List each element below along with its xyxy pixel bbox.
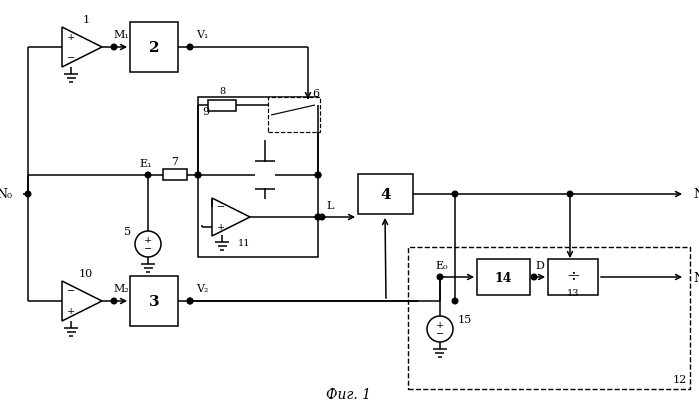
- Bar: [477, 259, 530, 295]
- Text: M₂: M₂: [113, 283, 129, 293]
- Circle shape: [195, 173, 201, 178]
- Circle shape: [452, 192, 458, 197]
- Bar: [163, 170, 187, 180]
- Text: 4: 4: [380, 188, 391, 202]
- Circle shape: [315, 215, 321, 220]
- Text: N₀: N₀: [0, 188, 12, 201]
- Bar: [358, 175, 413, 214]
- Text: +: +: [144, 236, 152, 245]
- Circle shape: [315, 215, 321, 220]
- Text: 5: 5: [124, 227, 131, 236]
- Text: E₀: E₀: [435, 261, 448, 270]
- Text: −: −: [217, 203, 225, 212]
- Text: −: −: [144, 245, 152, 254]
- Circle shape: [315, 173, 321, 178]
- Text: 13: 13: [567, 289, 579, 298]
- Text: 12: 12: [673, 374, 687, 384]
- Text: 10: 10: [79, 268, 93, 278]
- Text: 6: 6: [312, 89, 319, 99]
- Circle shape: [452, 299, 458, 304]
- Text: V₂: V₂: [196, 283, 208, 293]
- Text: 14: 14: [495, 271, 512, 284]
- Text: D: D: [535, 261, 545, 270]
- Circle shape: [187, 45, 193, 51]
- Bar: [130, 276, 178, 326]
- Text: 1: 1: [82, 15, 89, 25]
- Text: +: +: [67, 307, 75, 316]
- Text: ÷: ÷: [566, 267, 580, 284]
- Circle shape: [111, 45, 117, 51]
- Bar: [130, 23, 178, 73]
- Text: +: +: [67, 34, 75, 43]
- Bar: [268, 98, 320, 133]
- Circle shape: [567, 192, 572, 197]
- Text: E₁: E₁: [140, 159, 152, 169]
- Circle shape: [25, 192, 31, 197]
- Text: 11: 11: [238, 239, 250, 248]
- Text: N₁: N₁: [693, 188, 699, 201]
- Circle shape: [187, 299, 193, 304]
- Text: 9: 9: [203, 107, 210, 117]
- Circle shape: [135, 231, 161, 257]
- Text: N₂: N₂: [693, 271, 699, 284]
- Bar: [548, 259, 598, 295]
- Text: −: −: [67, 287, 75, 296]
- Text: 7: 7: [171, 157, 178, 166]
- Text: −: −: [436, 330, 444, 339]
- Polygon shape: [212, 198, 250, 236]
- Circle shape: [437, 274, 442, 280]
- Circle shape: [145, 173, 151, 178]
- Circle shape: [111, 299, 117, 304]
- Text: 2: 2: [149, 41, 159, 55]
- Text: 8: 8: [219, 87, 225, 96]
- Circle shape: [195, 173, 201, 178]
- Circle shape: [531, 274, 537, 280]
- Text: 3: 3: [149, 294, 159, 308]
- Text: M₁: M₁: [113, 30, 129, 40]
- Circle shape: [427, 316, 453, 342]
- Circle shape: [187, 299, 193, 304]
- Text: Фиг. 1: Фиг. 1: [326, 387, 371, 401]
- Text: V₁: V₁: [196, 30, 208, 40]
- Bar: [408, 247, 690, 389]
- Polygon shape: [62, 28, 102, 68]
- Text: −: −: [67, 53, 75, 62]
- Bar: [198, 98, 318, 257]
- Polygon shape: [62, 281, 102, 321]
- Bar: [208, 101, 236, 112]
- Text: +: +: [436, 321, 444, 330]
- Text: 15: 15: [458, 314, 473, 324]
- Circle shape: [315, 173, 321, 178]
- Text: L: L: [326, 200, 333, 211]
- Circle shape: [319, 215, 325, 220]
- Text: +: +: [217, 223, 225, 232]
